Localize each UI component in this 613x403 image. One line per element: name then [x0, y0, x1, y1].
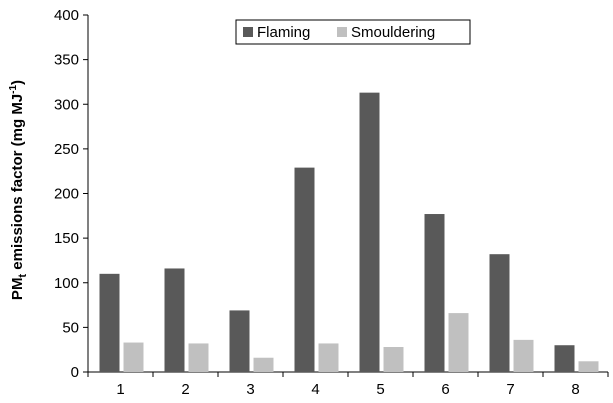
- y-label-main: PM: [9, 278, 26, 301]
- bar-smouldering-7: [513, 339, 534, 372]
- y-label-end: ): [9, 80, 26, 85]
- y-label-sup: -1: [8, 85, 19, 94]
- plot-area: 0 50 100 150 200 250 300 350 400 1 2 3 4 5 6 7 8: [54, 7, 609, 398]
- legend-swatch-flaming: [243, 27, 253, 37]
- x-tick-label: 7: [506, 381, 514, 398]
- legend-label-flaming: Flaming: [257, 24, 310, 41]
- bar-flaming-6: [424, 214, 445, 372]
- bar-smouldering-8: [578, 361, 599, 372]
- x-tick-label: 6: [441, 381, 449, 398]
- y-tick-label: 150: [54, 230, 79, 247]
- bar-flaming-5: [359, 92, 380, 373]
- svg-text:PMt emissions factor (mg MJ-1): PMt emissions factor (mg MJ-1): [8, 80, 29, 300]
- bar-flaming-2: [164, 268, 185, 372]
- y-tick-label: 400: [54, 7, 79, 24]
- legend-swatch-smouldering: [337, 27, 347, 37]
- bar-flaming-8: [554, 345, 575, 372]
- bar-smouldering-2: [188, 343, 209, 372]
- legend: Flaming Smouldering: [235, 19, 471, 45]
- x-tick-label: 1: [116, 381, 124, 398]
- legend-label-smouldering: Smouldering: [351, 24, 435, 41]
- y-tick-label: 100: [54, 275, 79, 292]
- x-tick-label: 2: [181, 381, 189, 398]
- x-tick-label: 3: [246, 381, 254, 398]
- bar-smouldering-5: [383, 347, 404, 372]
- bar-smouldering-3: [253, 357, 274, 372]
- x-tick-label: 5: [376, 381, 384, 398]
- y-label-sub: t: [17, 274, 29, 278]
- y-tick-label: 350: [54, 52, 79, 69]
- y-tick-label: 250: [54, 141, 79, 158]
- bar-smouldering-6: [448, 313, 469, 372]
- y-tick-label: 200: [54, 186, 79, 203]
- y-tick-label: 50: [62, 319, 79, 336]
- x-tick-label: 8: [571, 381, 579, 398]
- bar-flaming-7: [489, 254, 510, 372]
- y-axis-label: PMt emissions factor (mg MJ-1): [8, 80, 29, 300]
- y-tick-label: 0: [71, 364, 79, 381]
- legend-box: [235, 19, 471, 45]
- y-tick-label: 300: [54, 96, 79, 113]
- bar-flaming-1: [99, 273, 120, 372]
- bar-smouldering-4: [318, 343, 339, 372]
- bar-smouldering-1: [123, 342, 144, 372]
- bar-flaming-3: [229, 310, 250, 372]
- bar-flaming-4: [294, 167, 315, 372]
- x-tick-label: 4: [311, 381, 319, 398]
- y-label-rest: emissions factor (mg MJ: [9, 94, 26, 274]
